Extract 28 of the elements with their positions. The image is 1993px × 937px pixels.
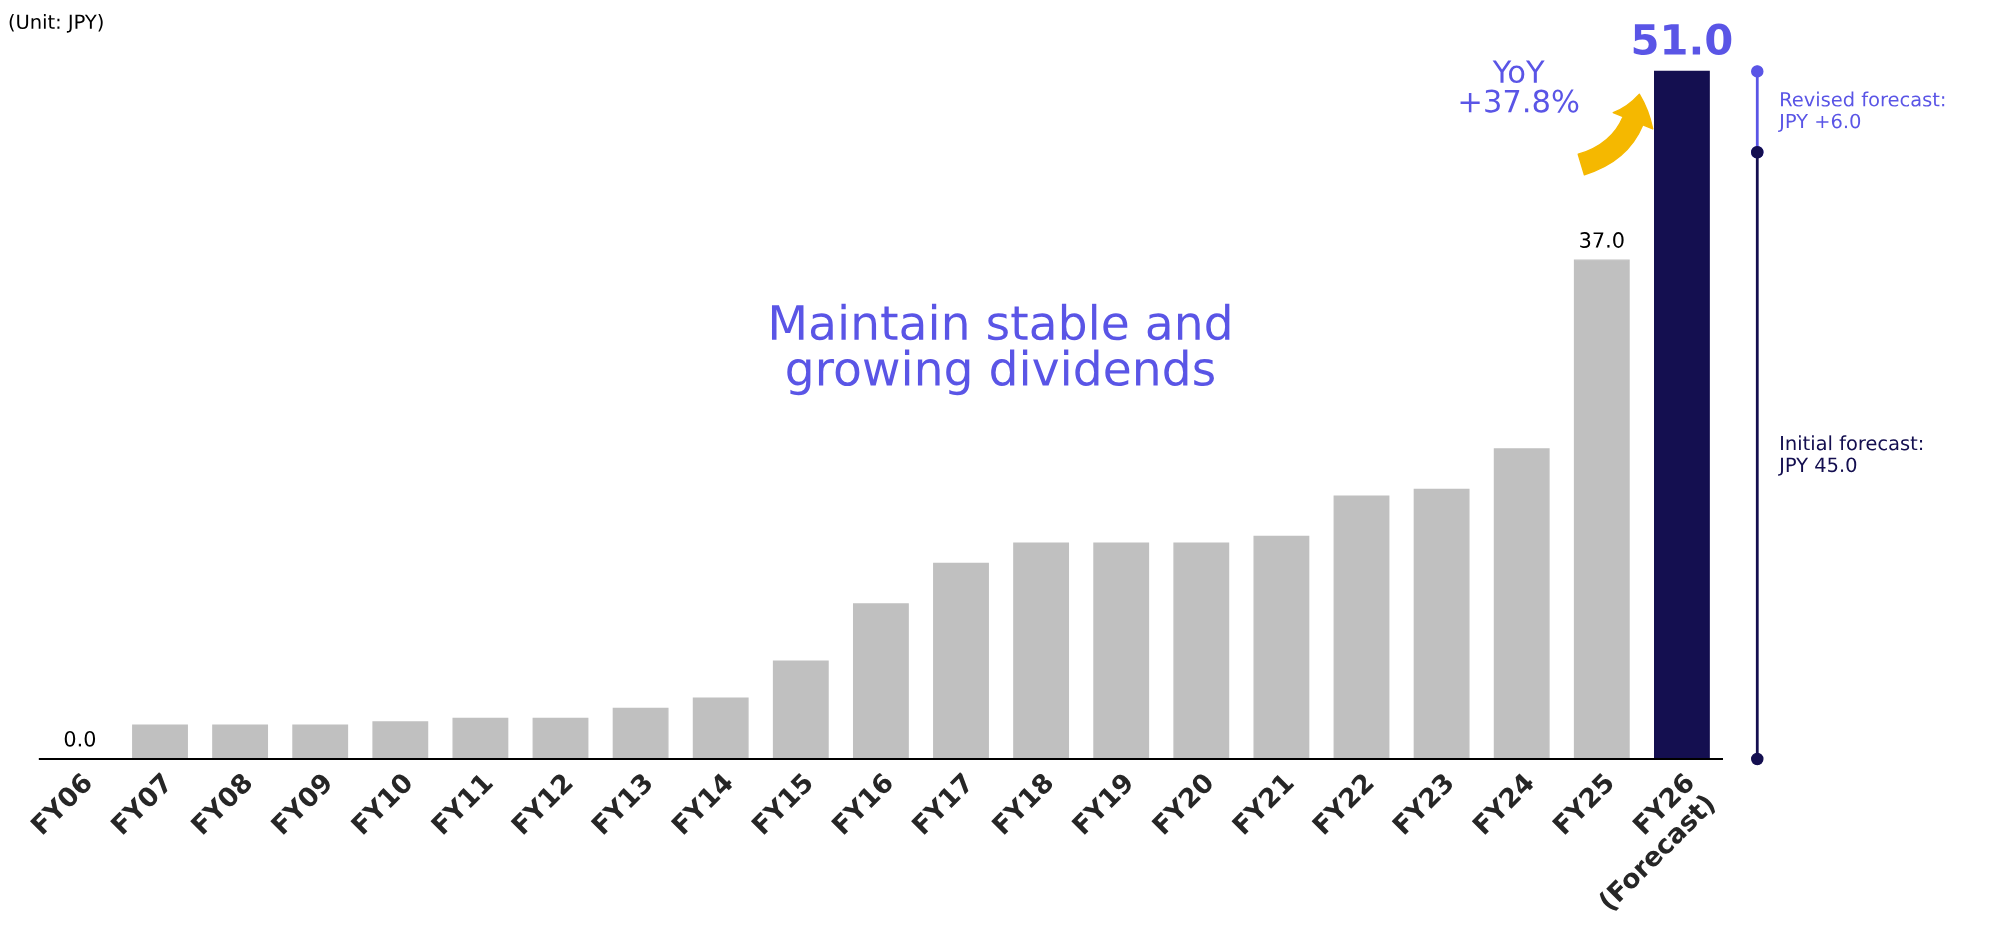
bar [692,697,749,759]
bar [292,724,349,759]
bar [1493,448,1550,759]
text: Revised forecast: JPY +6.0 [1778,91,1945,132]
bar [1093,542,1150,759]
data-label: 0.0 [64,730,96,747]
bar [372,721,429,759]
bar [1013,542,1070,759]
data-label: 51.0 [1633,23,1732,56]
bar [1413,488,1470,759]
annotation: YoY +37.8% [1460,60,1579,113]
data-label: 37.0 [1580,232,1624,248]
bar [612,707,669,759]
annotation: Maintain stable and growing dividends [771,303,1230,396]
bar [212,724,269,759]
bar [1573,259,1630,759]
bar [1253,535,1310,759]
bar [132,724,188,759]
bar [532,717,589,759]
text: (Unit: JPY) [9,14,103,33]
bar [452,717,509,759]
bar [852,603,909,759]
bar [772,660,829,759]
bar [933,562,989,759]
bar [1333,495,1390,759]
bar [1173,542,1230,759]
text: Initial forecast: JPY 45.0 [1778,435,1923,476]
bar [1653,70,1710,759]
